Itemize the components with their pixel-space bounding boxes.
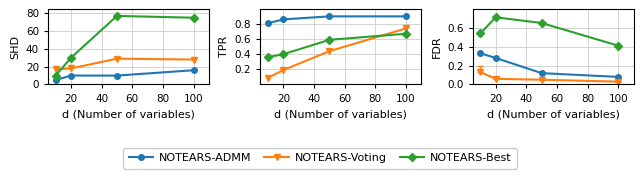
X-axis label: d (Number of variables): d (Number of variables) [487, 109, 620, 119]
X-axis label: d (Number of variables): d (Number of variables) [275, 109, 407, 119]
Legend: NOTEARS-ADMM, NOTEARS-Voting, NOTEARS-Best: NOTEARS-ADMM, NOTEARS-Voting, NOTEARS-Be… [123, 147, 517, 169]
Y-axis label: FDR: FDR [431, 35, 442, 58]
Y-axis label: TPR: TPR [220, 36, 229, 57]
Y-axis label: SHD: SHD [10, 35, 20, 59]
X-axis label: d (Number of variables): d (Number of variables) [62, 109, 195, 119]
